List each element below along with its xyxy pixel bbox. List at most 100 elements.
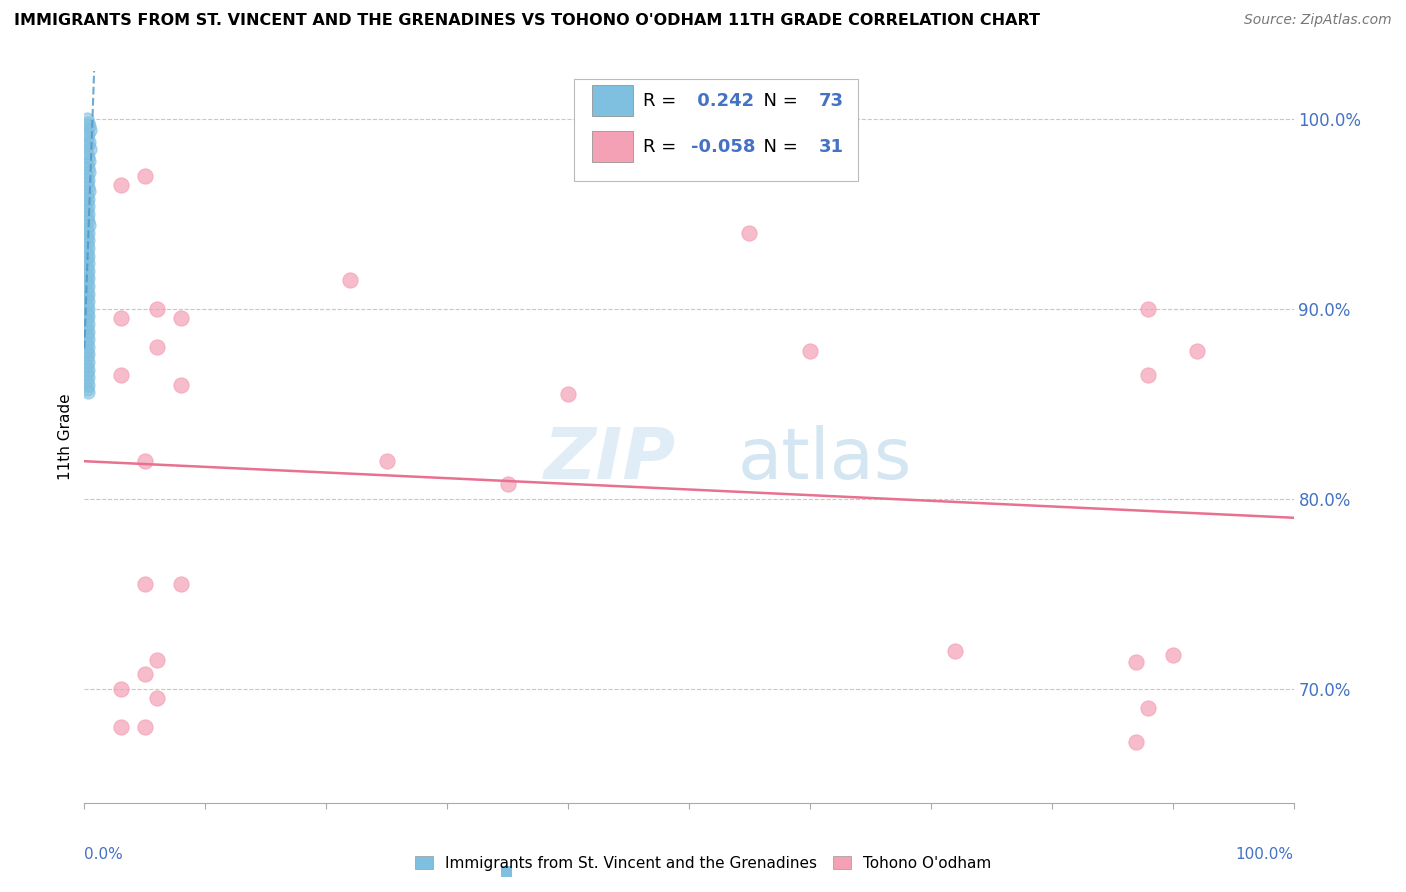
Point — [77, 370, 100, 384]
Point — [77, 249, 100, 263]
Point — [496, 476, 519, 491]
Point — [77, 161, 100, 176]
Point — [77, 256, 100, 270]
Point — [77, 294, 100, 309]
Point — [134, 454, 156, 468]
Point — [76, 202, 98, 217]
Point — [76, 305, 98, 319]
Point — [76, 187, 98, 202]
Point — [77, 332, 100, 346]
Point — [77, 226, 100, 240]
Point — [77, 325, 100, 339]
Point — [76, 336, 98, 351]
Text: atlas: atlas — [737, 425, 911, 493]
Point — [76, 252, 98, 267]
Point — [77, 214, 100, 228]
Point — [738, 226, 761, 240]
Point — [77, 150, 100, 164]
Text: N =: N = — [752, 92, 803, 110]
Text: 73: 73 — [818, 92, 844, 110]
Point — [76, 374, 98, 388]
Point — [77, 355, 100, 369]
Point — [76, 367, 98, 381]
Point — [77, 219, 100, 233]
Point — [146, 691, 169, 706]
Point — [77, 199, 100, 213]
Point — [76, 260, 98, 274]
Point — [76, 169, 98, 183]
Point — [76, 351, 98, 366]
Text: ZIP: ZIP — [544, 425, 676, 493]
Y-axis label: 11th Grade: 11th Grade — [58, 393, 73, 481]
Text: -0.058: -0.058 — [692, 137, 756, 156]
Point — [77, 207, 100, 221]
Text: IMMIGRANTS FROM ST. VINCENT AND THE GRENADINES VS TOHONO O'ODHAM 11TH GRADE CORR: IMMIGRANTS FROM ST. VINCENT AND THE GREN… — [14, 13, 1040, 29]
FancyBboxPatch shape — [574, 78, 858, 181]
Point — [77, 165, 100, 179]
Point — [77, 153, 100, 168]
Point — [799, 343, 821, 358]
FancyBboxPatch shape — [592, 131, 633, 162]
Point — [146, 653, 169, 667]
FancyBboxPatch shape — [592, 86, 633, 116]
Point — [77, 377, 100, 392]
Point — [76, 328, 98, 343]
Point — [76, 131, 98, 145]
Point — [134, 577, 156, 591]
Point — [77, 286, 100, 301]
Point — [77, 184, 100, 198]
Point — [77, 340, 100, 354]
Point — [76, 211, 98, 225]
Point — [77, 264, 100, 278]
Point — [76, 229, 98, 244]
Point — [1125, 735, 1147, 749]
Point — [76, 112, 98, 126]
Point — [76, 157, 98, 171]
Point — [77, 138, 100, 153]
Point — [79, 142, 101, 156]
Point — [557, 387, 579, 401]
Point — [76, 283, 98, 297]
Point — [110, 681, 132, 696]
Point — [77, 172, 100, 186]
Text: ▪: ▪ — [499, 860, 513, 880]
Point — [79, 123, 101, 137]
Point — [76, 382, 98, 396]
Point — [76, 222, 98, 236]
Point — [1137, 368, 1160, 383]
Point — [77, 310, 100, 324]
Text: Source: ZipAtlas.com: Source: ZipAtlas.com — [1244, 13, 1392, 28]
Point — [110, 311, 132, 326]
Point — [77, 347, 100, 361]
Point — [110, 368, 132, 383]
Legend: Immigrants from St. Vincent and the Grenadines, Tohono O'odham: Immigrants from St. Vincent and the Gren… — [411, 851, 995, 875]
Text: R =: R = — [643, 137, 682, 156]
Point — [170, 577, 193, 591]
Point — [77, 301, 100, 316]
Point — [146, 340, 169, 354]
Point — [77, 271, 100, 285]
Point — [77, 279, 100, 293]
Point — [170, 311, 193, 326]
Point — [170, 377, 193, 392]
Point — [1137, 701, 1160, 715]
Text: 0.242: 0.242 — [692, 92, 755, 110]
Point — [77, 127, 100, 141]
Text: 31: 31 — [818, 137, 844, 156]
Point — [77, 317, 100, 331]
Point — [76, 237, 98, 252]
Point — [134, 720, 156, 734]
Point — [76, 268, 98, 282]
Point — [76, 244, 98, 259]
Point — [339, 273, 361, 287]
Point — [77, 135, 100, 149]
Point — [76, 195, 98, 210]
Point — [110, 720, 132, 734]
Point — [76, 321, 98, 335]
Point — [1161, 648, 1184, 662]
Point — [146, 301, 169, 316]
Point — [77, 362, 100, 376]
Point — [134, 169, 156, 183]
Point — [76, 313, 98, 327]
Point — [77, 241, 100, 255]
